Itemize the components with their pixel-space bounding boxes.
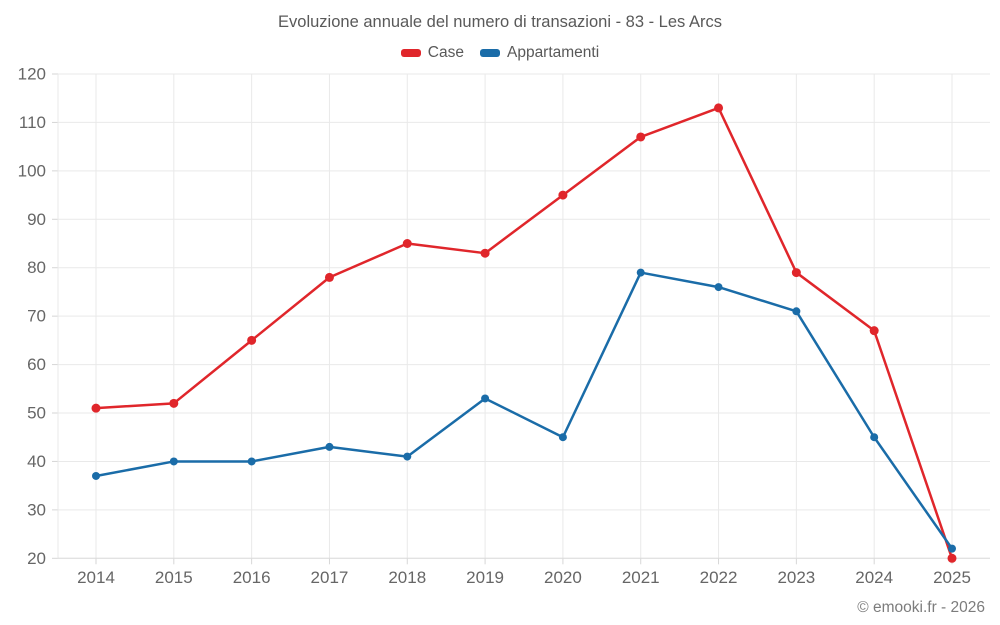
data-point-case-2020[interactable] (558, 190, 568, 200)
data-point-appartamenti-2015[interactable] (169, 457, 178, 466)
y-tick-label: 70 (27, 307, 46, 326)
data-point-appartamenti-2017[interactable] (325, 442, 334, 451)
data-point-case-2016[interactable] (247, 335, 257, 345)
x-tick-label: 2023 (777, 568, 815, 587)
data-point-appartamenti-2016[interactable] (247, 457, 256, 466)
x-tick-label: 2015 (155, 568, 193, 587)
data-point-case-2024[interactable] (869, 326, 879, 336)
y-tick-label: 20 (27, 549, 46, 568)
y-tick-label: 50 (27, 404, 46, 423)
chart-legend: Case Appartamenti (0, 44, 1000, 62)
x-tick-label: 2022 (700, 568, 738, 587)
data-point-case-2015[interactable] (169, 398, 179, 408)
data-point-appartamenti-2021[interactable] (636, 268, 645, 277)
legend-label-appartamenti: Appartamenti (506, 44, 600, 61)
legend-item-case[interactable]: Case (400, 44, 464, 62)
x-tick-label: 2016 (233, 568, 271, 587)
series-line-appartamenti (94, 271, 954, 550)
y-tick-label: 110 (19, 113, 46, 132)
data-point-appartamenti-2024[interactable] (870, 433, 879, 442)
data-point-appartamenti-2019[interactable] (481, 394, 490, 403)
y-tick-label: 60 (27, 355, 46, 374)
y-tick-label: 30 (27, 500, 46, 519)
legend-label-case: Case (427, 44, 464, 61)
data-point-case-2019[interactable] (480, 248, 490, 258)
data-point-appartamenti-2022[interactable] (714, 283, 723, 292)
x-tick-label: 2021 (622, 568, 660, 587)
data-point-case-2023[interactable] (791, 268, 801, 278)
data-point-appartamenti-2023[interactable] (792, 307, 801, 316)
x-tick-label: 2018 (388, 568, 426, 587)
y-tick-label: 80 (27, 258, 46, 277)
legend-swatch-case (400, 49, 421, 57)
legend-swatch-appartamenti (479, 49, 500, 57)
x-tick-label: 2025 (933, 568, 971, 587)
x-tick-label: 2024 (855, 568, 893, 587)
x-tick-label: 2014 (77, 568, 115, 587)
y-tick-label: 40 (27, 452, 46, 471)
data-point-case-2018[interactable] (402, 239, 412, 249)
x-tick-label: 2020 (544, 568, 582, 587)
data-point-case-2014[interactable] (91, 403, 101, 413)
copyright-text: © emooki.fr - 2026 (857, 599, 985, 616)
data-point-case-2021[interactable] (636, 132, 646, 142)
x-tick-label: 2019 (466, 568, 504, 587)
data-point-case-2017[interactable] (324, 272, 334, 282)
data-point-appartamenti-2018[interactable] (403, 452, 412, 461)
data-point-case-2022[interactable] (714, 103, 724, 113)
data-point-case-2025[interactable] (947, 553, 957, 563)
legend-item-appartamenti[interactable]: Appartamenti (479, 44, 600, 62)
data-point-appartamenti-2025[interactable] (948, 544, 956, 553)
data-point-appartamenti-2014[interactable] (92, 471, 100, 480)
y-tick-label: 90 (27, 210, 46, 229)
y-tick-label: 120 (18, 65, 46, 84)
y-tick-label: 100 (18, 161, 46, 180)
data-point-appartamenti-2020[interactable] (558, 433, 567, 442)
x-tick-label: 2017 (311, 568, 349, 587)
series-line-case (94, 106, 954, 560)
chart-title: Evoluzione annuale del numero di transaz… (278, 13, 722, 31)
